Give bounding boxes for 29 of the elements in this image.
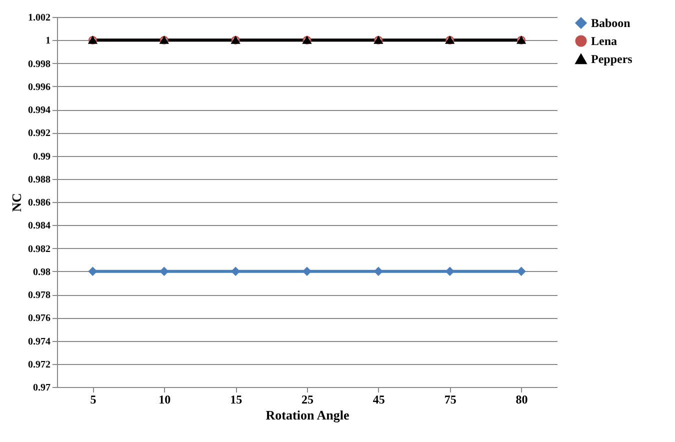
x-tick-label: 5 — [90, 392, 96, 406]
x-tick-label: 80 — [516, 392, 528, 406]
x-tick-label: 75 — [444, 392, 456, 406]
x-tick-label: 10 — [158, 392, 171, 406]
x-tick-label: 45 — [372, 392, 385, 406]
y-tick-label: 0.994 — [28, 105, 50, 116]
y-tick-label: 0.976 — [28, 313, 50, 324]
legend-label: Baboon — [591, 16, 631, 30]
y-tick-label: 0.986 — [28, 198, 50, 208]
y-tick-label: 0.98 — [33, 266, 50, 278]
y-tick-label: 0.982 — [28, 244, 50, 255]
y-tick-label: 0.992 — [28, 128, 50, 140]
y-tick-label: 1 — [46, 36, 50, 47]
y-tick-label: 0.978 — [28, 290, 50, 301]
legend-label: Lena — [591, 34, 618, 48]
y-tick-label: 0.988 — [28, 174, 50, 186]
y-tick-label: 0.996 — [28, 82, 50, 93]
x-tick-label: 25 — [302, 392, 314, 406]
y-tick-label: 0.97 — [33, 382, 50, 394]
y-tick-label: 0.998 — [28, 58, 50, 70]
y-tick-label: 0.984 — [28, 220, 50, 232]
y-tick-label: 1.002 — [28, 12, 50, 24]
x-axis-title: Rotation Angle — [266, 408, 350, 422]
x-tick-label: 15 — [230, 392, 242, 406]
legend-label: Peppers — [591, 52, 633, 66]
y-tick-label: 0.974 — [28, 336, 50, 348]
y-axis-title: NC — [9, 193, 24, 212]
y-tick-label: 0.972 — [28, 359, 50, 370]
y-tick-label: 0.99 — [33, 151, 50, 162]
